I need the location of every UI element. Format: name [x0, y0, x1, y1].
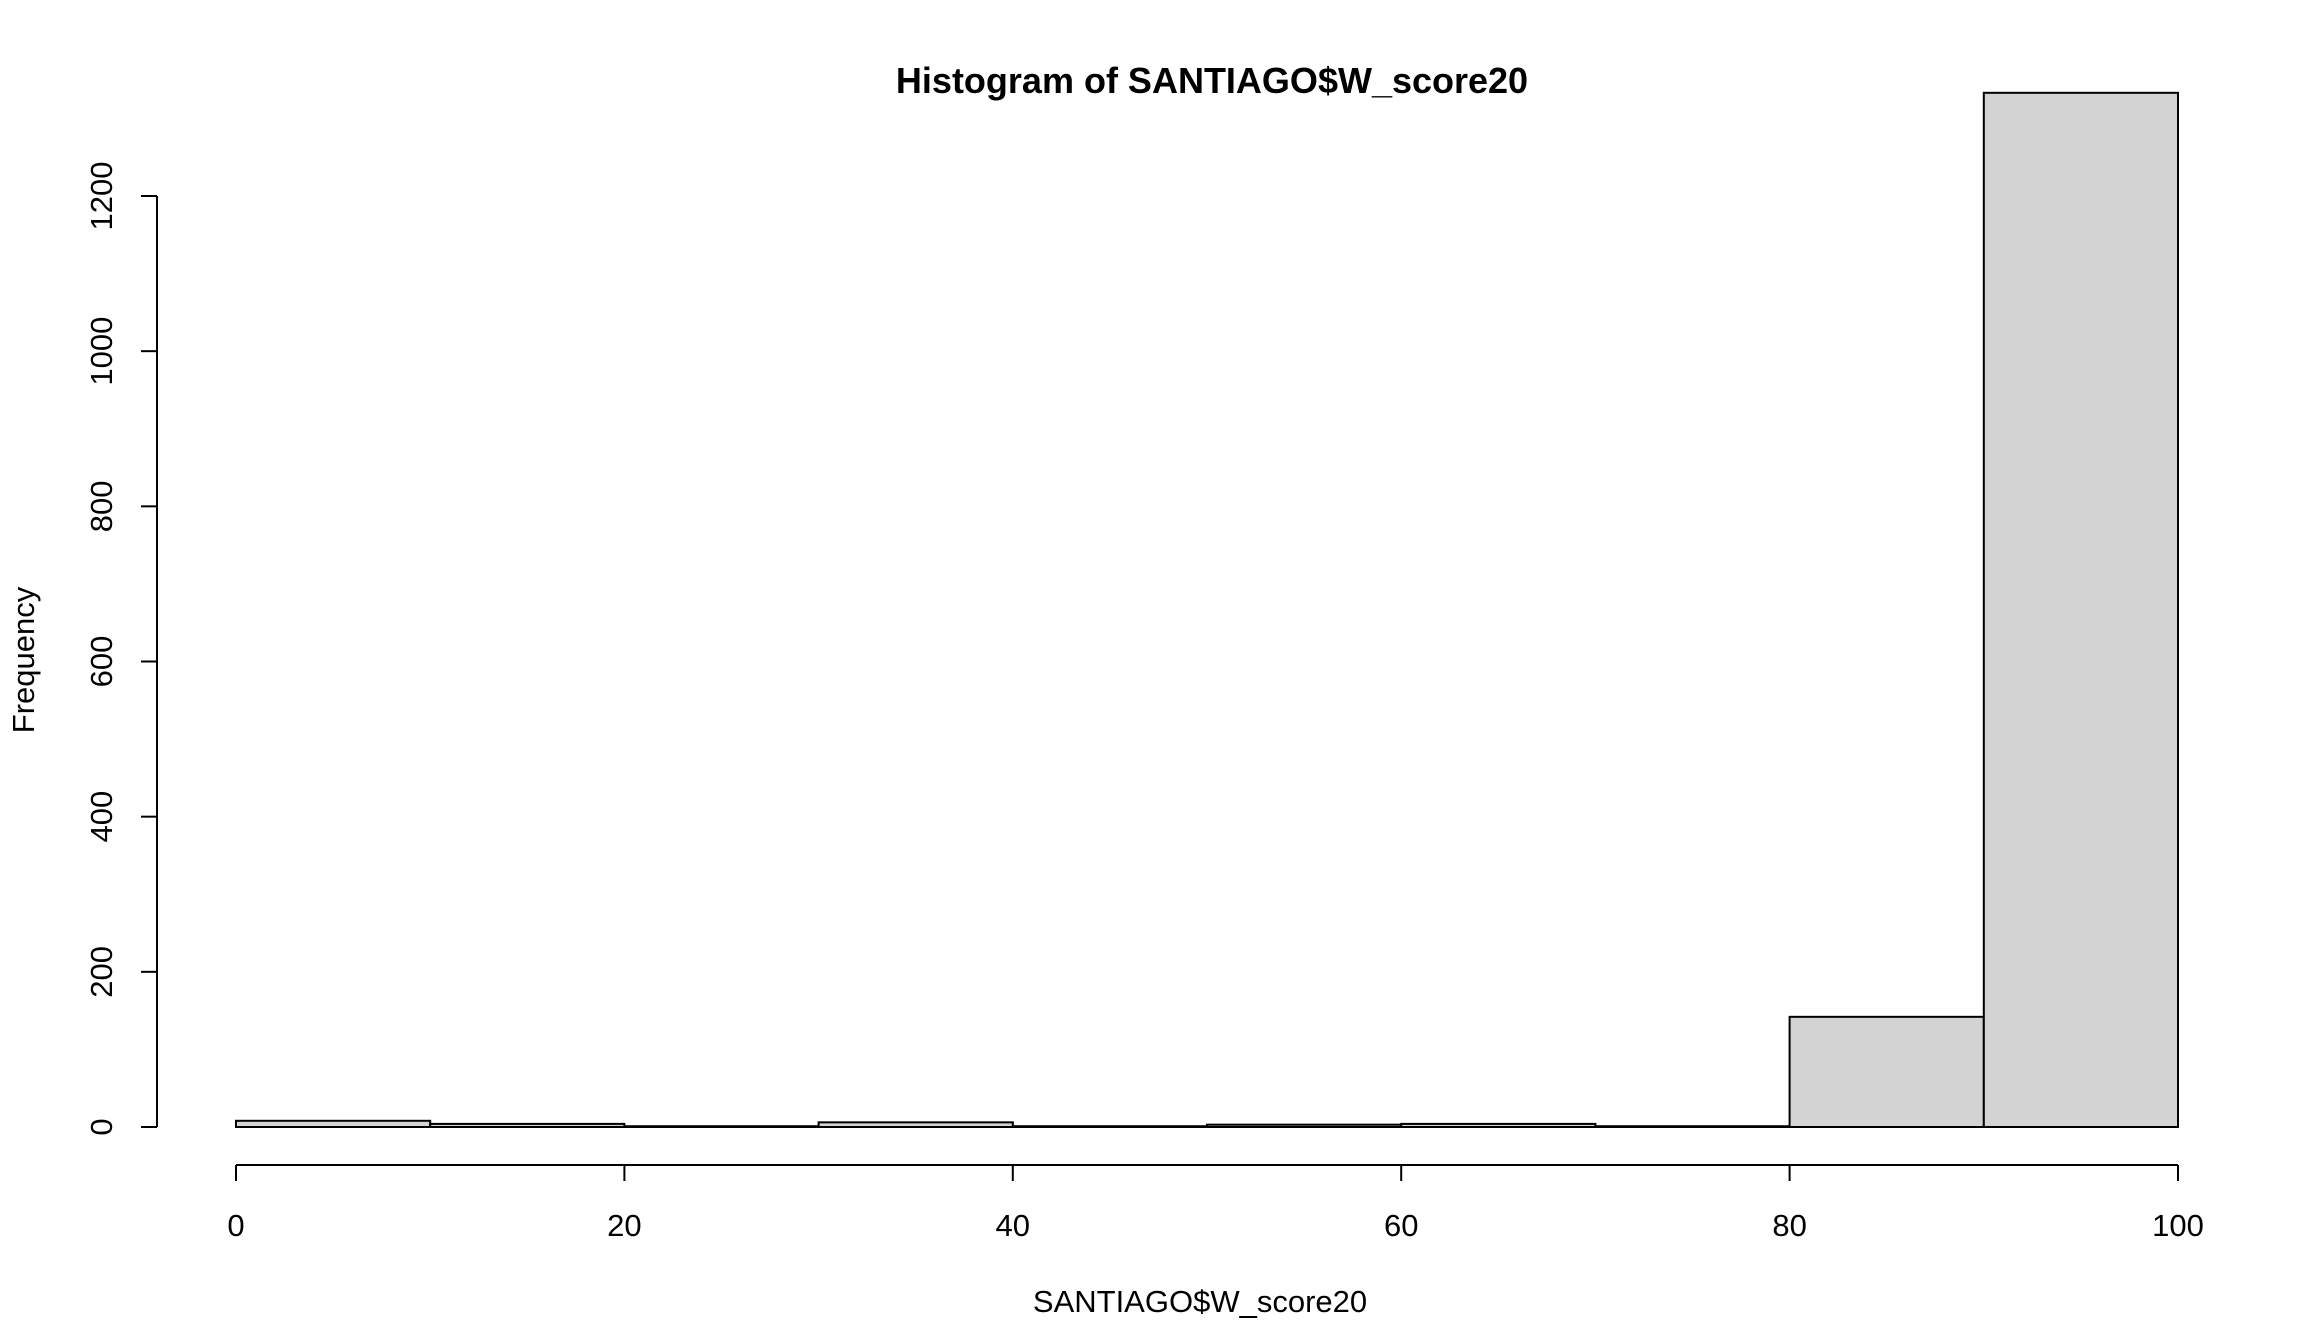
y-tick-label: 0 [84, 1118, 119, 1135]
chart-title: Histogram of SANTIAGO$W_score20 [896, 60, 1528, 101]
histogram-bars [235, 91, 2180, 1129]
y-tick-label: 600 [84, 636, 119, 688]
x-tick-label: 20 [607, 1208, 641, 1243]
y-tick-label: 800 [84, 480, 119, 532]
x-tick-label: 60 [1384, 1208, 1418, 1243]
y-axis-label: Frequency [6, 586, 41, 733]
x-tick-label: 0 [227, 1208, 244, 1243]
histogram-bar [623, 1125, 820, 1128]
x-tick-label: 80 [1772, 1208, 1806, 1243]
histogram-bar [817, 1121, 1014, 1128]
histogram-bar [1400, 1122, 1597, 1128]
histogram-bar [1011, 1125, 1208, 1128]
x-tick-label: 40 [996, 1208, 1030, 1243]
y-tick-label: 1200 [84, 162, 119, 231]
y-tick-label: 400 [84, 791, 119, 843]
x-tick-label: 100 [2152, 1208, 2204, 1243]
x-axis: 0 20 40 60 80 100 [227, 1164, 2204, 1243]
histogram-bar [1982, 91, 2180, 1128]
histogram-bar [1788, 1015, 1985, 1128]
histogram-bar [235, 1119, 432, 1129]
histogram-bar [1206, 1123, 1403, 1128]
y-tick-label: 200 [84, 946, 119, 998]
y-axis: 0 200 400 600 800 1000 1200 [84, 162, 158, 1136]
x-axis-label: SANTIAGO$W_score20 [1033, 1284, 1367, 1319]
histogram-bar [1594, 1125, 1791, 1128]
histogram-bar [429, 1122, 626, 1128]
y-tick-label: 1000 [84, 317, 119, 386]
